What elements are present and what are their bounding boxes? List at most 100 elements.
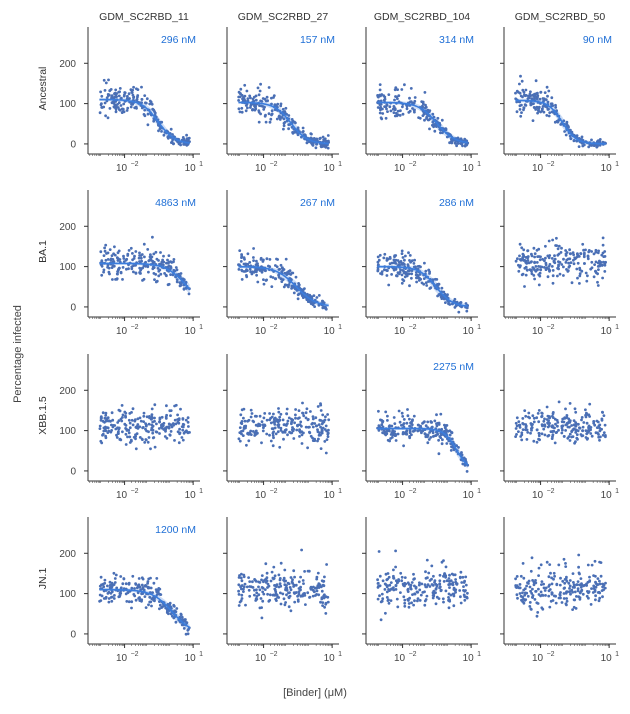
data-point bbox=[601, 595, 604, 599]
data-point bbox=[410, 269, 414, 272]
data-point bbox=[539, 265, 542, 268]
data-point bbox=[581, 429, 584, 432]
data-point bbox=[578, 583, 581, 587]
data-point bbox=[456, 142, 460, 145]
data-point bbox=[548, 111, 552, 115]
data-point bbox=[171, 133, 174, 136]
data-point bbox=[524, 424, 528, 428]
data-point bbox=[139, 268, 143, 272]
data-point bbox=[249, 270, 253, 274]
data-point bbox=[532, 267, 536, 271]
data-point bbox=[270, 285, 274, 288]
data-point bbox=[307, 569, 311, 573]
data-point bbox=[303, 570, 306, 573]
data-point bbox=[240, 584, 244, 587]
data-point bbox=[565, 599, 569, 603]
data-point bbox=[282, 124, 286, 128]
data-point bbox=[146, 248, 150, 251]
data-point bbox=[304, 425, 308, 429]
data-point bbox=[412, 414, 416, 418]
data-point bbox=[563, 130, 566, 133]
data-point bbox=[140, 253, 144, 256]
data-point bbox=[99, 418, 103, 422]
data-point bbox=[460, 453, 464, 457]
data-point bbox=[178, 284, 182, 288]
data-point bbox=[447, 583, 451, 587]
data-point bbox=[245, 585, 249, 589]
data-point bbox=[270, 96, 273, 100]
data-point bbox=[136, 95, 139, 99]
data-point bbox=[398, 263, 401, 267]
data-point bbox=[532, 416, 536, 420]
data-point bbox=[145, 429, 149, 433]
data-point bbox=[261, 590, 265, 594]
data-point bbox=[520, 598, 523, 602]
data-point bbox=[561, 579, 565, 583]
data-point bbox=[392, 568, 395, 572]
data-point bbox=[537, 283, 541, 287]
data-point bbox=[541, 424, 544, 428]
data-point bbox=[388, 105, 392, 109]
data-point bbox=[556, 274, 559, 278]
data-point bbox=[581, 242, 585, 246]
data-point bbox=[273, 423, 277, 426]
data-point bbox=[584, 271, 588, 275]
data-point bbox=[437, 597, 441, 600]
data-point bbox=[569, 252, 572, 256]
data-point bbox=[283, 271, 287, 275]
data-point bbox=[385, 429, 389, 433]
data-point bbox=[256, 86, 260, 90]
data-point bbox=[385, 107, 388, 111]
data-point bbox=[240, 422, 244, 425]
data-point bbox=[272, 430, 275, 434]
data-point bbox=[138, 598, 142, 601]
data-point bbox=[379, 99, 383, 103]
data-point bbox=[543, 91, 547, 94]
data-point bbox=[520, 246, 524, 250]
data-point bbox=[298, 423, 302, 426]
data-point bbox=[413, 599, 416, 603]
data-point bbox=[525, 584, 528, 588]
data-point bbox=[543, 417, 546, 421]
fit-curve bbox=[99, 262, 191, 290]
data-point bbox=[432, 574, 435, 578]
data-point bbox=[255, 259, 258, 263]
data-point bbox=[319, 144, 323, 148]
data-point bbox=[565, 414, 569, 417]
data-point bbox=[394, 95, 397, 98]
data-point bbox=[148, 255, 152, 259]
data-point bbox=[539, 255, 542, 259]
data-point bbox=[403, 601, 407, 605]
data-point bbox=[265, 571, 269, 575]
data-point bbox=[315, 296, 319, 299]
data-point bbox=[535, 416, 539, 420]
data-point bbox=[240, 579, 244, 583]
data-point bbox=[528, 601, 532, 604]
data-point bbox=[423, 118, 426, 122]
data-point bbox=[576, 252, 579, 256]
data-point bbox=[526, 97, 530, 100]
data-point bbox=[134, 271, 138, 275]
data-point bbox=[173, 404, 177, 408]
data-point bbox=[119, 575, 123, 578]
data-point bbox=[588, 402, 592, 406]
data-point bbox=[290, 580, 294, 584]
data-point bbox=[542, 427, 546, 431]
data-point bbox=[412, 578, 415, 581]
data-point bbox=[521, 428, 525, 431]
data-point bbox=[522, 248, 526, 252]
data-point bbox=[305, 141, 309, 145]
data-point bbox=[285, 407, 289, 411]
data-point bbox=[103, 101, 107, 105]
data-point bbox=[316, 571, 320, 575]
data-point bbox=[128, 435, 132, 439]
data-point bbox=[149, 576, 152, 580]
data-point bbox=[523, 591, 527, 595]
data-point bbox=[437, 438, 440, 442]
data-point bbox=[596, 577, 600, 580]
data-point bbox=[424, 435, 428, 439]
data-point bbox=[601, 276, 604, 280]
data-point bbox=[325, 429, 329, 433]
x-tick-exponent: −2 bbox=[547, 651, 555, 658]
